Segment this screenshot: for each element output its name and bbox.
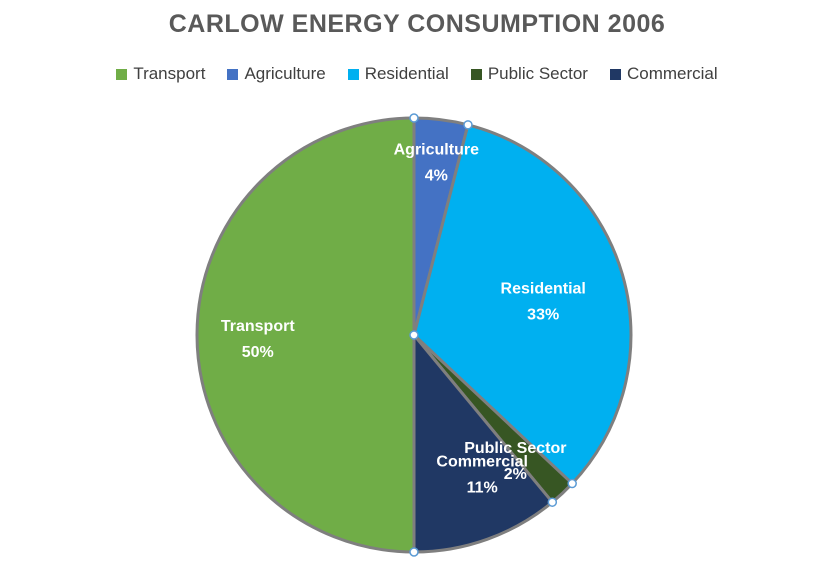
legend-swatch-commercial (609, 68, 621, 80)
slice-label-value-transport: 50% (242, 344, 274, 361)
pie-labels: Agriculture 4% Residential 33% Public Sector… (221, 113, 586, 557)
legend-label-commercial: Commercial (626, 64, 718, 83)
legend-entry-agriculture: Agriculture (227, 64, 326, 84)
selection-handle (463, 120, 473, 130)
selection-handle (547, 497, 558, 507)
pie-slices (195, 116, 633, 554)
legend-entry-commercial: Commercial (609, 64, 718, 84)
slice-label-name-public-sector: Public Sector (464, 440, 566, 457)
legend-swatch-public-sector (470, 68, 482, 80)
slice-label-value-commercial: 11% (467, 480, 498, 497)
legend-label-transport: Transport (133, 64, 206, 83)
slice-label-name-transport: Transport (221, 318, 295, 335)
legend-entry-transport: Transport (116, 64, 205, 84)
chart-title: CARLOW ENERGY CONSUMPTION 2006 (168, 10, 666, 38)
legend-swatch-transport (116, 68, 128, 80)
selection-handle (409, 113, 419, 123)
legend-label-public-sector: Public Sector (487, 64, 588, 83)
slice-label-name-commercial: Commercial (436, 454, 528, 471)
selection-handle (567, 478, 577, 489)
legend-swatch-residential (347, 68, 359, 80)
legend: Transport Agriculture Residential Public… (0, 64, 834, 84)
slice-label-value-agriculture: 4% (425, 167, 448, 184)
slice-label-name-residential: Residential (501, 280, 586, 297)
pie-slice-residential (412, 123, 633, 486)
legend-entry-residential: Residential (347, 64, 449, 84)
selection-handle (409, 330, 419, 340)
legend-entry-public-sector: Public Sector (470, 64, 588, 84)
slice-label-name-agriculture: Agriculture (394, 141, 479, 158)
slice-label-value-public-sector: 2% (504, 466, 527, 483)
legend-label-agriculture: Agriculture (244, 64, 326, 83)
slice-label-value-residential: 33% (527, 306, 559, 323)
pie-slice-transport (195, 116, 416, 554)
selection-handle (409, 547, 419, 557)
legend-swatch-agriculture (227, 68, 239, 80)
pie-slice-commercial (412, 333, 554, 554)
legend-label-residential: Residential (364, 64, 449, 83)
